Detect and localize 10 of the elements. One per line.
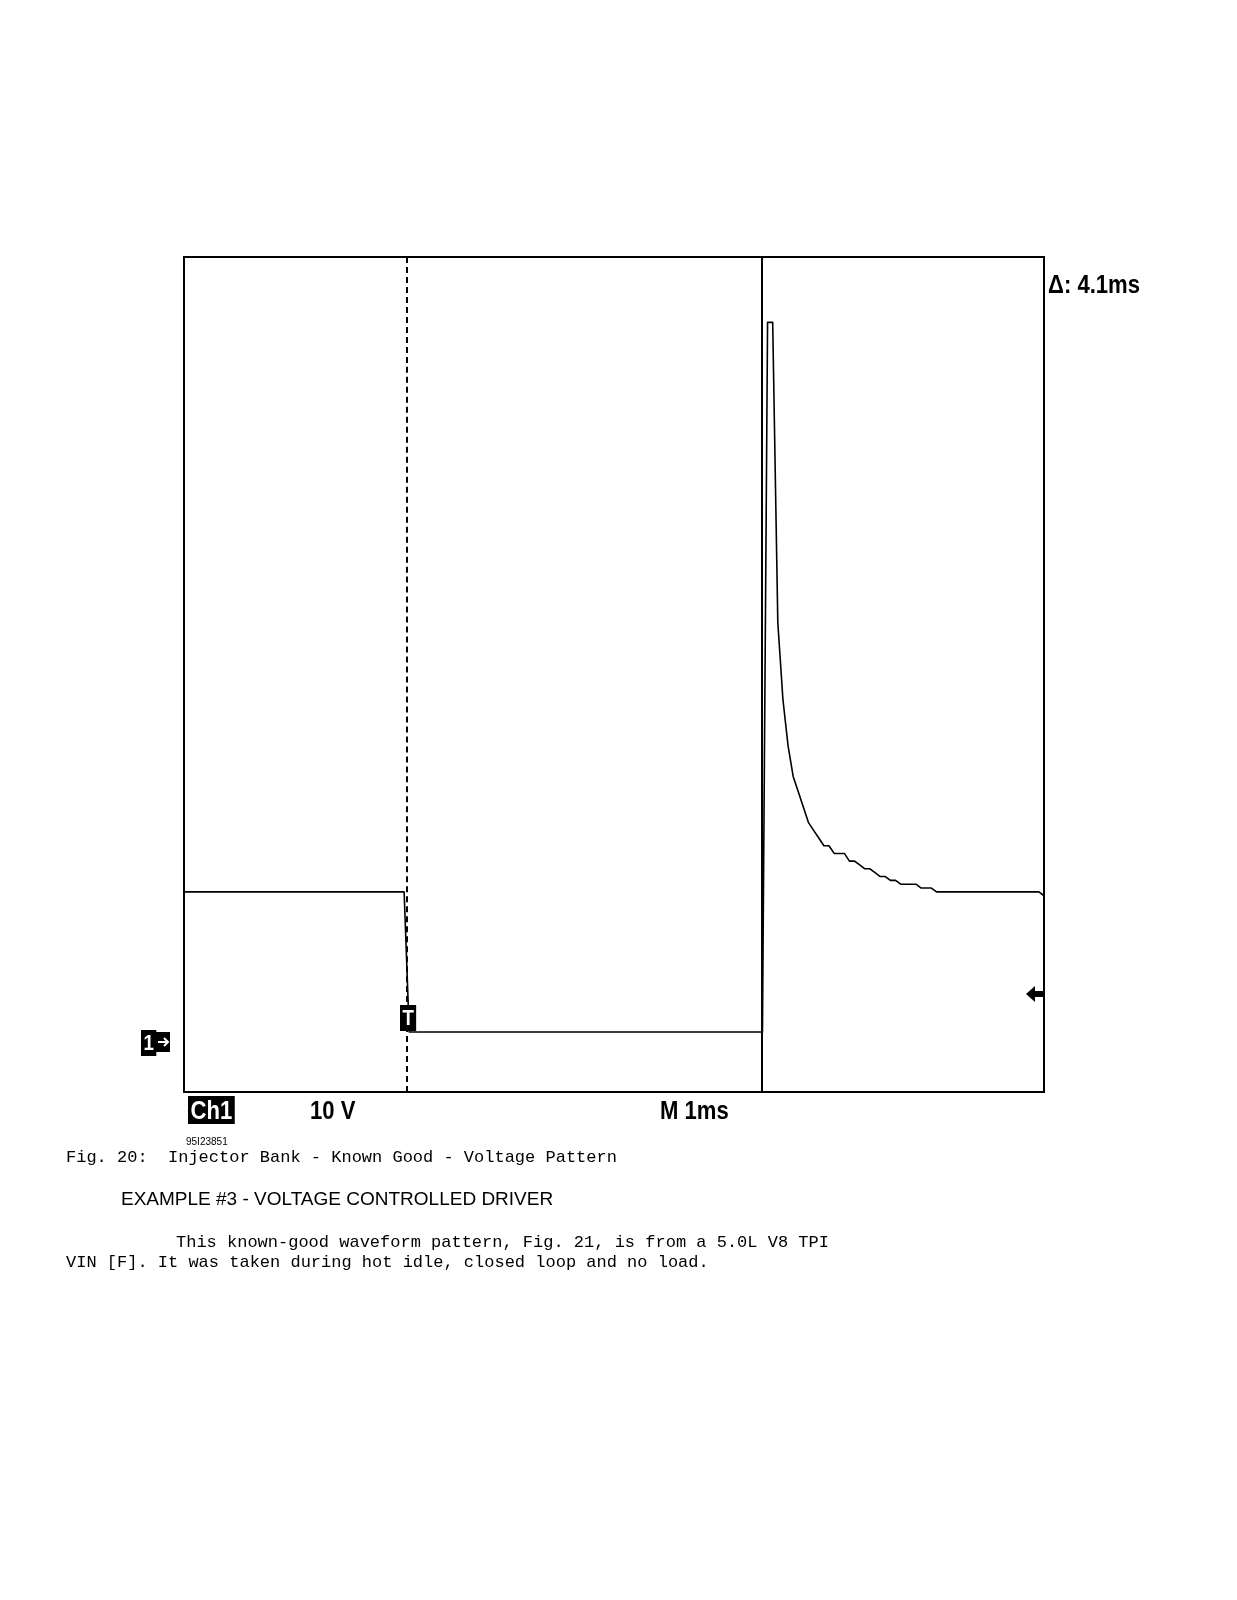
caption: Fig. 20: Injector Bank - Known Good - Voltage Pattern [66,1148,617,1168]
annotation: T [400,1005,417,1031]
text: 1 [141,1030,157,1056]
text: EXAMPLE #3 - VOLTAGE CONTROLLED DRIVER [121,1188,554,1210]
text: 95I23851 [186,1136,228,1147]
text: This known-good waveform pattern, Fig. 21, is from a 5.0L V8 TPI VIN [F]. It was taken during hot idle, closed loop and no load. [66,1233,830,1273]
text: M 1ms [660,1095,729,1125]
text: 10 V [310,1095,356,1125]
text: Ch1 [188,1095,235,1125]
text: Δ: 4.1ms [1048,269,1141,299]
